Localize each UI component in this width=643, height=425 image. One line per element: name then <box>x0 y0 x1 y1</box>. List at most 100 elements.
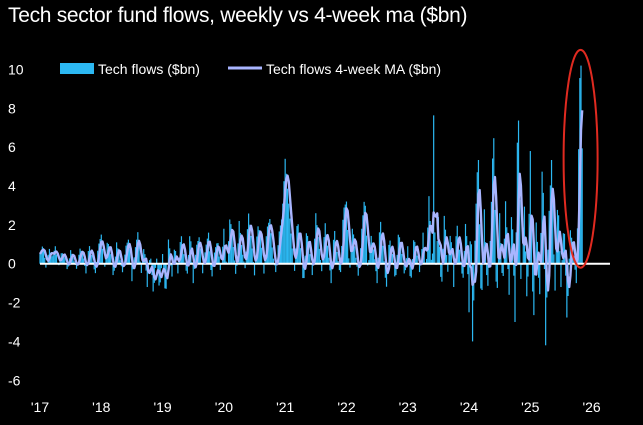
y-tick-label: 0 <box>8 256 16 272</box>
bar-47 <box>94 263 96 274</box>
bar-153 <box>219 263 221 270</box>
bar-87 <box>141 261 144 264</box>
bar-series <box>39 65 583 346</box>
bar-146 <box>211 263 213 277</box>
bar-402 <box>513 263 515 276</box>
bar-64 <box>114 256 117 264</box>
bar-397 <box>507 263 509 270</box>
bar-103 <box>160 263 162 269</box>
x-tick-label: '21 <box>276 399 294 415</box>
bar-100 <box>157 263 159 273</box>
bar-148 <box>213 252 216 264</box>
bar-67 <box>118 254 120 264</box>
bar-90 <box>145 263 147 271</box>
bar-221 <box>299 248 302 264</box>
bar-400 <box>510 217 513 264</box>
bar-28 <box>72 257 74 264</box>
bar-38 <box>84 263 86 266</box>
y-tick-label: 4 <box>8 178 16 194</box>
bar-196 <box>270 233 272 264</box>
bar-364 <box>468 263 470 313</box>
bar-410 <box>522 227 524 264</box>
bar-211 <box>288 203 290 264</box>
bar-236 <box>317 237 319 264</box>
bar-395 <box>504 201 507 264</box>
bar-441 <box>559 251 561 264</box>
bar-238 <box>319 259 322 264</box>
bar-284 <box>374 259 376 264</box>
bar-264 <box>350 248 352 264</box>
y-tick-label: 2 <box>8 217 16 233</box>
bar-374 <box>480 263 482 289</box>
highlight-ellipse <box>562 48 599 269</box>
x-tick-label: '20 <box>215 399 233 415</box>
bar-373 <box>479 224 481 264</box>
bar-347 <box>448 253 450 264</box>
bar-311 <box>405 258 408 264</box>
bar-37 <box>83 258 85 264</box>
bar-96 <box>152 263 154 292</box>
bar-369 <box>474 240 476 264</box>
bar-85 <box>139 261 141 264</box>
bar-151 <box>217 243 219 264</box>
bar-387 <box>495 263 497 282</box>
bar-209 <box>285 173 287 264</box>
bar-99 <box>156 258 158 264</box>
bar-167 <box>236 263 238 266</box>
x-tick-label: '18 <box>92 399 110 415</box>
bar-455 <box>575 263 577 284</box>
bar-144 <box>209 251 211 264</box>
bar-442 <box>560 263 562 288</box>
bar-283 <box>372 249 375 264</box>
bar-299 <box>391 254 394 264</box>
bar-188 <box>260 247 263 264</box>
bar-390 <box>499 213 501 264</box>
bar-309 <box>403 263 405 274</box>
bar-412 <box>525 251 527 264</box>
bar-229 <box>309 254 311 264</box>
bar-53 <box>101 248 104 264</box>
bar-212 <box>289 218 291 264</box>
bar-431 <box>547 249 549 264</box>
bar-377 <box>483 209 485 264</box>
bar-216 <box>293 263 296 271</box>
bar-166 <box>235 263 237 274</box>
bar-270 <box>357 263 359 276</box>
bar-332 <box>430 259 432 264</box>
bar-414 <box>527 263 529 277</box>
x-tick-label: '25 <box>521 399 539 415</box>
bar-205 <box>281 219 283 264</box>
bar-62 <box>112 263 114 276</box>
bar-213 <box>290 233 292 264</box>
bar-59 <box>108 248 111 264</box>
y-tick-label: 8 <box>8 100 16 116</box>
legend-label-ma: Tech flows 4-week MA ($bn) <box>266 61 441 77</box>
bar-403 <box>514 263 516 322</box>
bar-55 <box>104 263 106 267</box>
bar-282 <box>371 242 373 264</box>
bar-261 <box>347 229 349 264</box>
bar-21 <box>64 257 66 264</box>
bar-333 <box>431 253 434 264</box>
x-axis: '17 '18 '19 '20 '21 '22 '23 '24 '25 '26 <box>31 399 601 415</box>
bar-106 <box>164 263 166 289</box>
bar-398 <box>508 263 510 295</box>
bar-301 <box>394 263 396 277</box>
bar-14 <box>55 254 58 264</box>
bar-145 <box>210 263 212 270</box>
bar-13 <box>54 246 56 264</box>
bar-303 <box>396 254 398 264</box>
bar-20 <box>62 254 65 264</box>
y-tick-label: -6 <box>8 372 21 388</box>
bar-245 <box>328 257 330 264</box>
bar-302 <box>395 263 397 276</box>
bar-340 <box>440 263 442 277</box>
bar-12 <box>53 250 55 264</box>
bar-173 <box>243 261 245 264</box>
bar-366 <box>470 244 472 264</box>
bar-253 <box>337 261 339 264</box>
bar-428 <box>543 263 546 270</box>
bar-411 <box>523 206 526 264</box>
bar-11 <box>52 255 54 264</box>
